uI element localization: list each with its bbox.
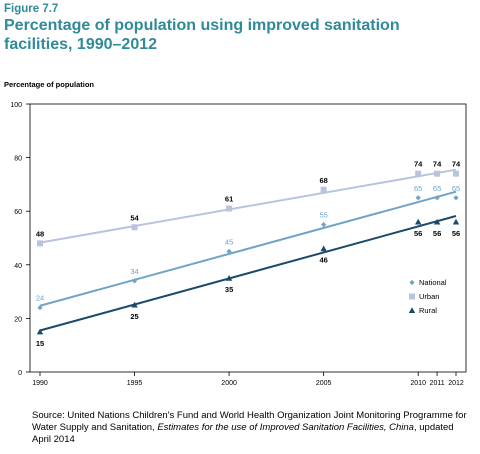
urban-data-label: 74 bbox=[452, 160, 461, 169]
national-point bbox=[131, 278, 138, 284]
urban-data-label: 61 bbox=[225, 195, 233, 204]
x-tick-label: 2011 bbox=[430, 380, 445, 387]
rural-point bbox=[36, 328, 44, 335]
x-tick-label: 2012 bbox=[448, 380, 464, 387]
national-data-label: 45 bbox=[225, 237, 233, 246]
x-tick-label: 2005 bbox=[316, 380, 332, 387]
trend-line-national bbox=[39, 190, 457, 307]
rural-point bbox=[225, 275, 233, 281]
national-data-label: 55 bbox=[319, 211, 327, 220]
y-tick-label: 40 bbox=[14, 263, 22, 270]
legend-label-urban: Urban bbox=[419, 292, 439, 301]
rural-point bbox=[414, 218, 422, 225]
x-tick-label: 1990 bbox=[32, 380, 48, 387]
national-data-label: 65 bbox=[414, 184, 422, 193]
y-tick-label: 80 bbox=[14, 156, 22, 163]
urban-data-label: 54 bbox=[130, 213, 139, 222]
urban-point bbox=[131, 224, 138, 231]
x-tick-label: 2010 bbox=[410, 380, 426, 387]
urban-point bbox=[37, 240, 43, 247]
figure-label: Figure 7.7 bbox=[4, 3, 59, 15]
national-data-label: 65 bbox=[433, 184, 441, 193]
national-point bbox=[321, 222, 327, 228]
source-note: Source: United Nations Children's Fund a… bbox=[32, 410, 472, 446]
plot-frame bbox=[29, 103, 467, 373]
x-tick-label: 1995 bbox=[127, 380, 143, 387]
national-point bbox=[434, 195, 440, 201]
urban-data-label: 74 bbox=[414, 160, 423, 169]
trend-line-urban bbox=[39, 168, 457, 244]
rural-data-label: 35 bbox=[225, 285, 233, 294]
national-data-label: 65 bbox=[452, 184, 460, 193]
rural-data-label: 15 bbox=[36, 339, 44, 348]
chart-title: Percentage of population using improved … bbox=[4, 17, 400, 53]
urban-point bbox=[434, 170, 441, 177]
source-italic-title: Estimates for the use of Improved Sanita… bbox=[157, 422, 414, 433]
rural-data-label: 56 bbox=[452, 229, 460, 238]
rural-data-label: 46 bbox=[319, 256, 327, 265]
urban-point bbox=[415, 170, 422, 177]
legend-label-rural: Rural bbox=[419, 306, 437, 315]
y-tick-label: 60 bbox=[14, 209, 22, 216]
rural-point bbox=[131, 301, 138, 308]
legend-marker-national bbox=[409, 279, 415, 286]
rural-point bbox=[320, 245, 327, 252]
y-tick-label: 100 bbox=[10, 102, 22, 109]
rural-data-label: 56 bbox=[414, 229, 422, 238]
urban-point bbox=[453, 170, 459, 177]
y-tick-label: 20 bbox=[14, 316, 22, 323]
x-tick-label: 2000 bbox=[221, 380, 237, 387]
rural-point bbox=[452, 218, 460, 225]
urban-data-label: 48 bbox=[36, 229, 44, 238]
trend-line-rural bbox=[39, 215, 457, 332]
legend-marker-urban bbox=[409, 293, 415, 300]
urban-data-label: 74 bbox=[433, 160, 442, 169]
rural-data-label: 56 bbox=[433, 229, 441, 238]
urban-point bbox=[320, 186, 327, 193]
national-point bbox=[453, 195, 459, 201]
source-prefix: Source: United Nations Children's Fund a… bbox=[32, 410, 467, 433]
national-point bbox=[37, 305, 43, 311]
y-axis-title: Percentage of population bbox=[4, 80, 95, 89]
rural-data-label: 25 bbox=[130, 312, 138, 321]
legend-label-national: National bbox=[419, 278, 447, 287]
urban-point bbox=[226, 205, 233, 212]
national-data-label: 34 bbox=[130, 267, 138, 276]
source-suffix: , updated April 2014 bbox=[32, 422, 454, 445]
y-tick-label: 0 bbox=[18, 370, 22, 377]
rural-point bbox=[433, 218, 441, 225]
urban-data-label: 68 bbox=[319, 176, 327, 185]
legend-marker-rural bbox=[408, 307, 416, 314]
national-data-label: 24 bbox=[36, 294, 44, 303]
national-point bbox=[415, 195, 421, 201]
chart-svg: 0 20 40 60 80 100 1990 1995 2000 2005 2010 2011 2012… bbox=[10, 102, 467, 387]
national-point bbox=[226, 248, 232, 254]
